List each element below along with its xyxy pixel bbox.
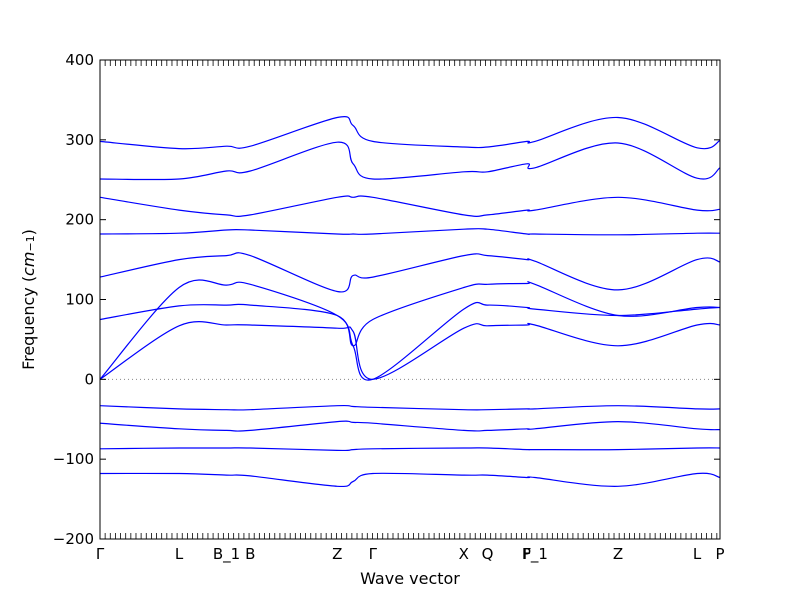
branch-line-11: [99, 447, 721, 452]
x-tick-label: Z: [332, 545, 342, 563]
y-axis-label-unit: cm: [19, 252, 38, 276]
y-tick-label: −100: [53, 450, 94, 468]
x-tick-label: F: [523, 545, 532, 563]
x-tick-label: B: [245, 545, 255, 563]
x-axis-label: Wave vector: [360, 569, 460, 588]
axes-frame: [99, 59, 721, 540]
branch-line-12: [99, 472, 721, 488]
branch-line-4: [99, 252, 721, 293]
x-tick-label: P: [715, 545, 724, 563]
x-tick-label: Q: [482, 545, 494, 563]
branch-line-6: [99, 195, 721, 217]
series-group: [99, 116, 721, 488]
x-tick-label: Γ: [96, 545, 105, 563]
y-axis-label-prefix: Frequency (: [19, 276, 38, 370]
y-tick-label: 400: [65, 51, 94, 69]
y-tick-label: 100: [65, 291, 94, 309]
branch-line-9: [99, 404, 721, 411]
x-tick-label: Γ: [369, 545, 378, 563]
branch-line-3: [99, 281, 721, 347]
y-tick-label: 0: [84, 370, 94, 388]
x-tick-label: X: [459, 545, 469, 563]
y-tick-label: 300: [65, 131, 94, 149]
x-tick-label: L: [693, 545, 702, 563]
x-tick-label: P_1: [522, 545, 548, 564]
y-axis-label-exponent: −1: [24, 235, 37, 251]
x-tick-label: Z: [613, 545, 623, 563]
branch-line-10: [99, 420, 721, 432]
y-tick-label: 200: [65, 211, 94, 229]
x-axis-ticks: Γ L B_1 B Z Γ X Q FP_1 Z L P: [96, 60, 725, 564]
branch-line-2: [99, 321, 721, 380]
y-axis-label: Frequency (cm−1): [19, 229, 38, 370]
branch-line-1: [99, 279, 721, 381]
y-tick-label: −200: [53, 530, 94, 548]
x-tick-label: L: [175, 545, 184, 563]
branch-line-5: [99, 228, 721, 236]
branch-line-7: [99, 141, 721, 181]
branch-line-8: [99, 116, 721, 150]
x-tick-label: B_1: [213, 545, 240, 564]
y-axis-label-suffix: ): [19, 229, 38, 235]
